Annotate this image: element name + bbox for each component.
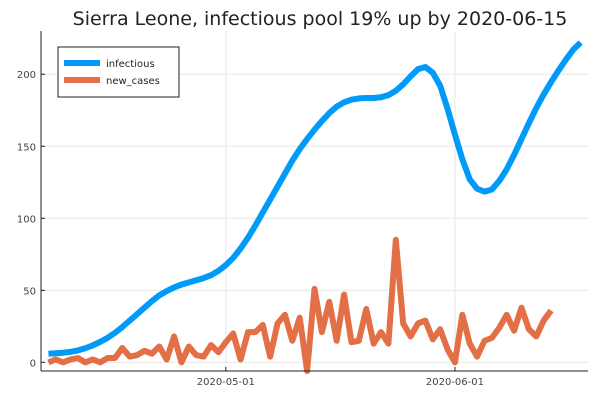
series-line-infectious: [48, 40, 583, 357]
y-tick-label: 150: [17, 142, 36, 153]
x-tick-label: 2020-05-01: [197, 377, 255, 388]
legend-box: [57, 46, 180, 98]
series-line-new_cases: [47, 236, 554, 374]
legend: infectious new_cases: [57, 46, 180, 98]
x-tick-label: 2020-06-01: [426, 377, 484, 388]
y-tick-label: 200: [17, 70, 36, 81]
y-tick-label: 100: [17, 214, 36, 225]
axis-layer: 0 50 100 150 200 2020-05-01 2020-06-01: [17, 31, 588, 388]
legend-label-infectious: infectious: [106, 59, 155, 70]
y-tick-label: 50: [23, 286, 36, 297]
y-tick-label: 0: [30, 358, 36, 369]
series-layer: [47, 40, 583, 374]
legend-label-new_cases: new_cases: [106, 76, 160, 87]
chart-title: Sierra Leone, infectious pool 19% up by …: [73, 8, 568, 30]
